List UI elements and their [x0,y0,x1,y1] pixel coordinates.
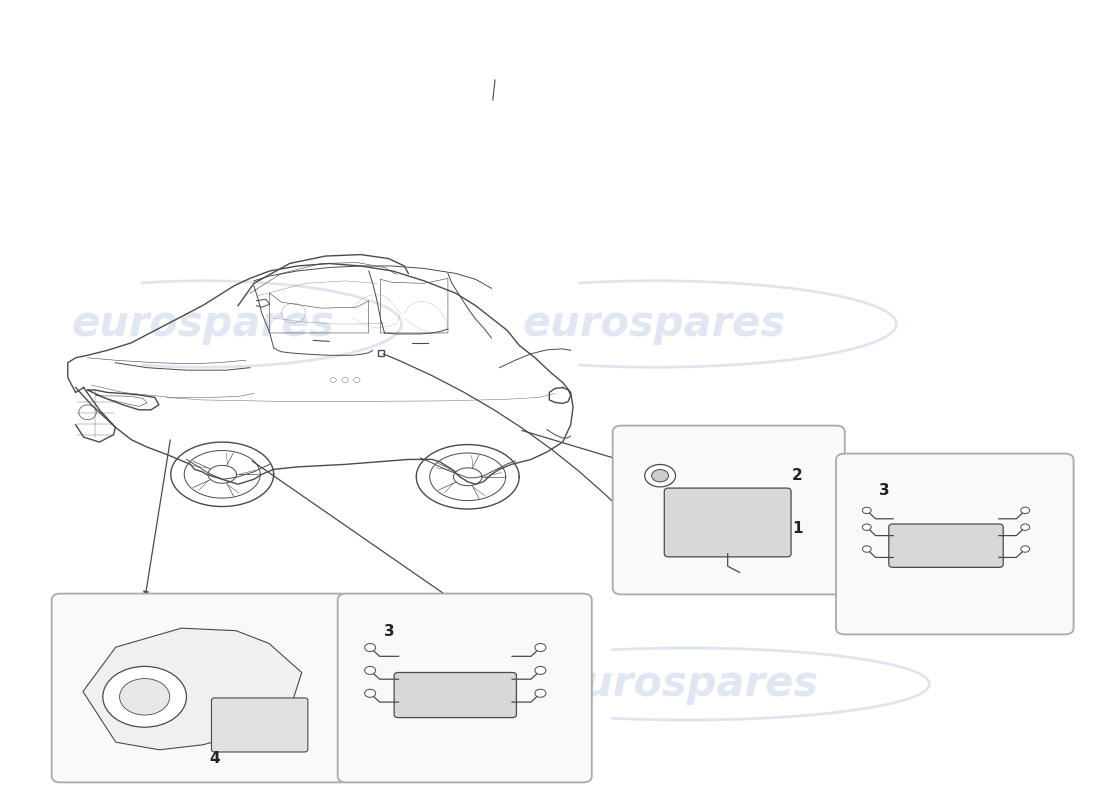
Text: eurospares: eurospares [556,663,820,705]
Text: 2: 2 [792,468,803,483]
FancyBboxPatch shape [836,454,1074,634]
Text: 1: 1 [792,522,803,536]
Circle shape [103,666,186,727]
Text: 4: 4 [209,751,220,766]
Circle shape [645,465,675,487]
Circle shape [535,690,546,698]
FancyBboxPatch shape [889,524,1003,567]
Circle shape [1021,524,1030,530]
FancyBboxPatch shape [394,673,517,718]
Circle shape [862,546,871,552]
Circle shape [651,470,669,482]
Text: 3: 3 [879,482,890,498]
Text: 3: 3 [384,624,395,639]
Circle shape [535,643,546,651]
Circle shape [535,666,546,674]
Polygon shape [82,628,301,750]
Text: eurospares: eurospares [88,663,352,705]
Circle shape [365,643,376,651]
FancyBboxPatch shape [613,426,845,594]
Circle shape [862,524,871,530]
FancyBboxPatch shape [52,594,350,782]
FancyBboxPatch shape [338,594,592,782]
Circle shape [1021,507,1030,514]
Circle shape [1021,546,1030,552]
Circle shape [120,678,169,715]
FancyBboxPatch shape [664,488,791,557]
Text: eurospares: eurospares [72,303,336,345]
FancyBboxPatch shape [211,698,308,752]
Circle shape [862,507,871,514]
Circle shape [365,666,376,674]
Circle shape [365,690,376,698]
Text: eurospares: eurospares [522,303,786,345]
